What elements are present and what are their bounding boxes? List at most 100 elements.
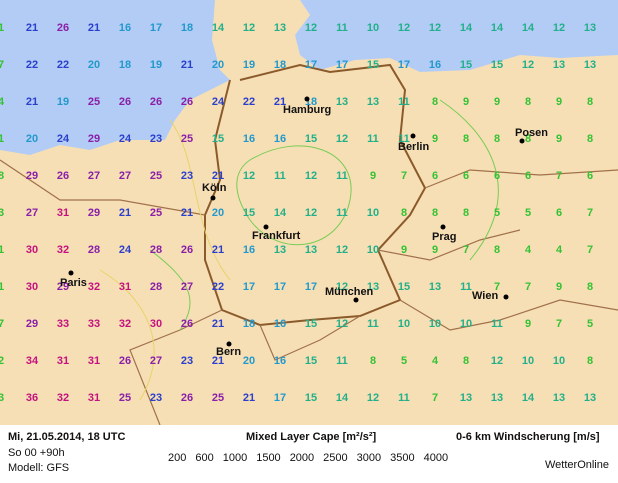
shear-value: 32: [57, 392, 69, 404]
shear-value: 5: [401, 355, 407, 367]
shear-value: 24: [119, 133, 132, 145]
shear-value: 12: [305, 207, 317, 219]
shear-value: 8: [587, 355, 593, 367]
shear-value: 22: [57, 59, 69, 71]
shear-value: 10: [460, 318, 472, 330]
shear-value: 29: [26, 170, 38, 182]
shear-value: 8: [463, 133, 469, 145]
shear-value: 4: [0, 96, 5, 108]
shear-value: 15: [212, 133, 224, 145]
shear-value: 7: [463, 244, 469, 256]
shear-value: 22: [243, 96, 255, 108]
shear-value: 33: [88, 318, 100, 330]
city-dot: [210, 195, 216, 201]
shear-value: 27: [150, 355, 162, 367]
shear-value: 14: [460, 22, 473, 34]
shear-value: 1: [0, 22, 4, 34]
shear-value: 26: [119, 355, 131, 367]
border: [0, 159, 618, 426]
legend-value: 2500: [323, 452, 347, 464]
cities: Hamburg Berlin Posen Köln Frankfurt Prag…: [60, 96, 548, 358]
shear-value: 16: [274, 318, 286, 330]
shear-value: 6: [587, 170, 593, 182]
shear-value: 22: [212, 281, 224, 293]
shear-value: 29: [88, 207, 100, 219]
shear-value: 16: [243, 244, 255, 256]
shear-value: 24: [57, 133, 70, 145]
shear-value: 11: [398, 133, 410, 145]
city-label: Berlin: [398, 141, 429, 153]
shear-value: 20: [212, 59, 224, 71]
shear-value: 17: [305, 281, 317, 293]
shear-value: 29: [26, 318, 38, 330]
shear-value: 16: [429, 59, 441, 71]
shear-value: 21: [181, 207, 193, 219]
shear-value: 11: [367, 318, 379, 330]
shear-value: 20: [243, 355, 255, 367]
shear-value: 26: [181, 392, 193, 404]
shear-value: 25: [150, 207, 162, 219]
shear-value: 15: [367, 59, 379, 71]
shear-value: 11: [336, 22, 348, 34]
shear-value: 11: [336, 355, 348, 367]
shear-value: 13: [274, 22, 286, 34]
shear-value: 12: [398, 22, 410, 34]
shear-value: 13: [584, 392, 596, 404]
city-label: Wien: [472, 290, 498, 302]
shear-value: 21: [212, 170, 224, 182]
shear-value: 8: [432, 96, 438, 108]
shear-value: 17: [243, 281, 255, 293]
north-sea: [0, 0, 230, 155]
city-dot: [440, 224, 446, 230]
shear-value: 12: [367, 392, 379, 404]
shear-value: 14: [522, 22, 535, 34]
shear-value: 25: [212, 392, 224, 404]
shear-value: 21: [274, 96, 286, 108]
run: So 00 +90h: [8, 447, 65, 459]
shear-value: 5: [494, 207, 500, 219]
shear-value: 10: [553, 355, 565, 367]
shear-value: 14: [274, 207, 287, 219]
city-label: Posen: [515, 127, 548, 139]
shear-value: 12: [305, 22, 317, 34]
shear-value: 30: [26, 281, 38, 293]
shear-value: 13: [553, 59, 565, 71]
shear-value: 23: [150, 133, 162, 145]
shear-value: 12: [336, 244, 348, 256]
shear-value: 9: [401, 244, 407, 256]
shear-value: 23: [181, 355, 193, 367]
shear-value: 3: [0, 207, 4, 219]
shear-value: 33: [57, 318, 69, 330]
shear-value: 12: [305, 170, 317, 182]
shear-value: 21: [88, 22, 100, 34]
shear-value: 12: [429, 22, 441, 34]
shear-value: 4: [432, 355, 439, 367]
shear-value: 8: [587, 133, 593, 145]
shear-value: 8: [401, 207, 407, 219]
city-label: München: [325, 286, 374, 298]
shear-value: 11: [367, 133, 379, 145]
footer: [0, 425, 618, 478]
legend-value: 600: [195, 452, 213, 464]
shear-value: 15: [305, 133, 317, 145]
city-dot: [353, 297, 359, 303]
shear-value: 11: [336, 170, 348, 182]
shear-value: 23: [150, 392, 162, 404]
shear-value: 18: [181, 22, 193, 34]
shear-value: 21: [212, 355, 224, 367]
shear-value: 15: [491, 59, 503, 71]
shear-value: 21: [243, 392, 255, 404]
shear-value: 15: [460, 59, 472, 71]
shear-value: 9: [463, 96, 469, 108]
shear-value: 13: [584, 59, 596, 71]
shear-value: 7: [494, 281, 500, 293]
shear-value: 15: [243, 207, 255, 219]
shear-value: 18: [243, 318, 255, 330]
shear-value: 9: [556, 281, 562, 293]
shear-value: 12: [522, 59, 534, 71]
shear-value: 31: [88, 355, 100, 367]
shear-value: 8: [370, 355, 376, 367]
cape-title: Mixed Layer Cape [m²/s²]: [246, 431, 377, 443]
shear-value: 17: [274, 392, 286, 404]
